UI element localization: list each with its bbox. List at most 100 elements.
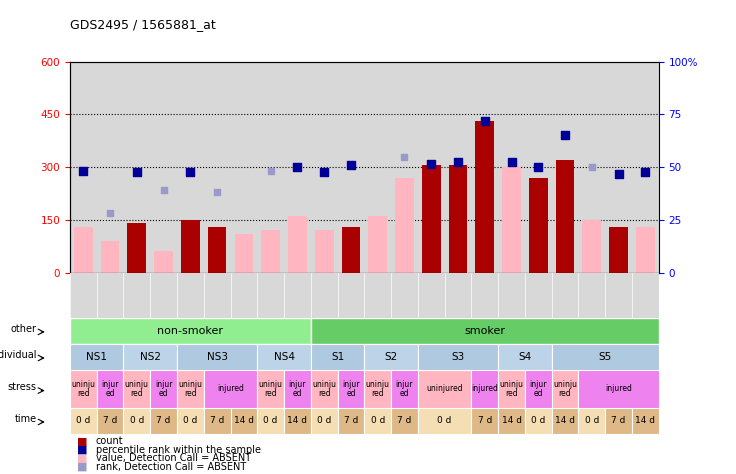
Text: injur
ed: injur ed	[155, 380, 172, 398]
Bar	[311, 408, 338, 434]
Text: injur
ed: injur ed	[102, 380, 118, 398]
Text: ■: ■	[77, 445, 88, 455]
Bar	[177, 408, 204, 434]
Bar	[471, 408, 498, 434]
Bar	[395, 178, 414, 273]
Text: percentile rank within the sample: percentile rank within the sample	[96, 445, 261, 455]
Text: ■: ■	[77, 462, 88, 472]
Text: NS2: NS2	[140, 352, 160, 362]
Text: uninju
red: uninju red	[553, 380, 577, 398]
Bar	[364, 408, 391, 434]
Point	[265, 167, 277, 174]
Bar	[96, 370, 124, 408]
Bar	[124, 344, 177, 370]
Point	[425, 160, 437, 167]
Bar	[364, 344, 418, 370]
Point	[506, 158, 517, 165]
Text: uninjured: uninjured	[426, 384, 463, 393]
Bar	[150, 408, 177, 434]
Text: injur
ed: injur ed	[396, 380, 413, 398]
Point	[612, 170, 624, 178]
Bar	[284, 370, 311, 408]
Text: 14 d: 14 d	[555, 416, 575, 425]
Text: S4: S4	[518, 352, 531, 362]
Bar	[177, 370, 204, 408]
Text: 14 d: 14 d	[288, 416, 308, 425]
Text: 7 d: 7 d	[210, 416, 224, 425]
Bar	[258, 344, 311, 370]
Bar	[552, 370, 578, 408]
Text: 0 d: 0 d	[263, 416, 277, 425]
Text: injur
ed: injur ed	[342, 380, 360, 398]
Bar	[368, 216, 387, 273]
Bar	[258, 408, 284, 434]
Text: S3: S3	[451, 352, 464, 362]
Point	[105, 209, 116, 217]
Bar	[556, 160, 574, 273]
Bar	[208, 227, 227, 273]
Text: uninju
red: uninju red	[500, 380, 523, 398]
Bar	[235, 234, 253, 273]
Text: 7 d: 7 d	[478, 416, 492, 425]
Bar	[582, 220, 601, 273]
Text: injured: injured	[471, 384, 498, 393]
Text: 7 d: 7 d	[157, 416, 171, 425]
Text: 0 d: 0 d	[130, 416, 144, 425]
Text: S2: S2	[384, 352, 397, 362]
Text: count: count	[96, 436, 124, 447]
Text: rank, Detection Call = ABSENT: rank, Detection Call = ABSENT	[96, 462, 246, 472]
Text: uninju
red: uninju red	[366, 380, 389, 398]
Bar	[311, 318, 659, 344]
Point	[131, 169, 143, 176]
Bar	[315, 230, 333, 273]
Text: ■: ■	[77, 453, 88, 464]
Point	[158, 186, 169, 194]
Bar	[204, 370, 258, 408]
Bar	[177, 344, 258, 370]
Point	[211, 188, 223, 195]
Text: injured: injured	[605, 384, 632, 393]
Bar	[311, 344, 364, 370]
Bar	[155, 252, 173, 273]
Text: 7 d: 7 d	[612, 416, 626, 425]
Text: S5: S5	[598, 352, 612, 362]
Text: 14 d: 14 d	[234, 416, 254, 425]
Bar	[636, 227, 655, 273]
Bar	[391, 370, 418, 408]
Bar	[525, 370, 552, 408]
Bar	[552, 344, 659, 370]
Bar	[284, 408, 311, 434]
Text: uninju
red: uninju red	[125, 380, 149, 398]
Bar	[498, 408, 525, 434]
Bar	[204, 408, 230, 434]
Text: uninju
red: uninju red	[71, 380, 95, 398]
Bar	[181, 220, 199, 273]
Bar	[578, 370, 659, 408]
Bar	[127, 223, 146, 273]
Bar	[418, 370, 471, 408]
Bar	[529, 178, 548, 273]
Text: 7 d: 7 d	[103, 416, 117, 425]
Bar	[475, 121, 494, 273]
Text: 0 d: 0 d	[183, 416, 197, 425]
Bar	[96, 408, 124, 434]
Point	[479, 118, 491, 125]
Bar	[422, 165, 441, 273]
Bar	[391, 408, 418, 434]
Text: 14 d: 14 d	[635, 416, 655, 425]
Bar	[311, 370, 338, 408]
Text: individual: individual	[0, 350, 37, 360]
Text: other: other	[10, 324, 37, 334]
Point	[185, 169, 197, 176]
Text: 7 d: 7 d	[344, 416, 358, 425]
Text: GDS2495 / 1565881_at: GDS2495 / 1565881_at	[70, 18, 216, 31]
Bar	[498, 344, 552, 370]
Bar	[364, 370, 391, 408]
Point	[345, 162, 357, 169]
Text: 14 d: 14 d	[501, 416, 522, 425]
Bar	[605, 408, 632, 434]
Bar	[525, 408, 552, 434]
Bar	[449, 165, 467, 273]
Bar	[70, 318, 311, 344]
Point	[640, 169, 651, 176]
